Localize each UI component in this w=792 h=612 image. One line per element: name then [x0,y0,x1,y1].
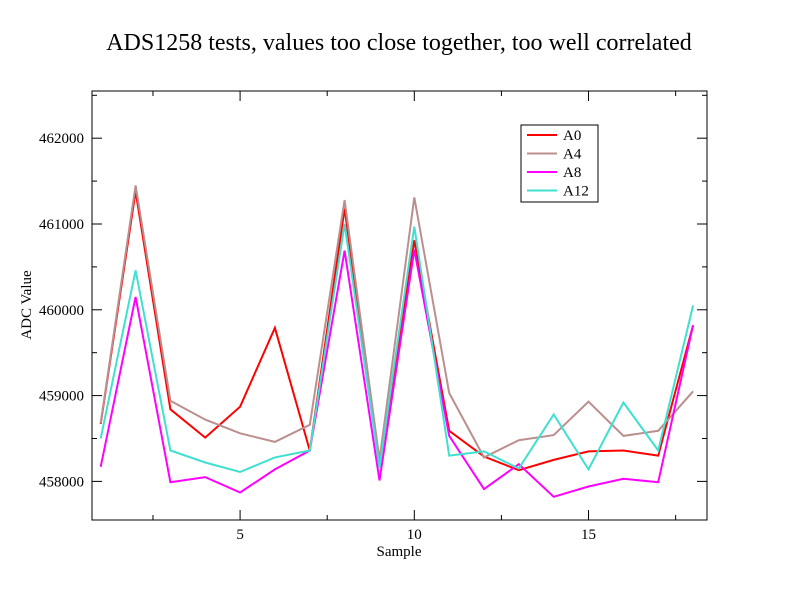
y-tick-label: 462000 [39,131,84,147]
legend-label: A0 [563,128,581,144]
y-tick-label: 460000 [39,303,84,319]
x-tick-label: 5 [236,527,244,543]
y-axis-label: ADC Value [19,270,35,340]
legend: A0 A4 A8 A12 [520,124,599,203]
legend-label: A4 [563,147,582,163]
y-tick-label: 461000 [39,217,84,233]
series-layer [99,185,695,498]
y-tick-label: 458000 [39,474,84,490]
x-tick-label: 10 [407,527,422,543]
legend-box [520,124,599,203]
legend-label: A12 [563,184,589,200]
legend-label: A8 [563,165,581,181]
series-line-a8 [99,249,695,498]
y-tick-label: 459000 [39,389,84,405]
plot-frame [91,90,708,521]
axis-ticks: 458000 459000 460000 461000 462000 5 10 15 [39,91,707,543]
chart-title: ADS1258 tests, values too close together… [106,30,692,56]
x-axis-label: Sample [377,544,422,560]
x-tick-label: 15 [581,527,596,543]
series-line-a4 [99,185,694,461]
series-line-a12 [99,223,695,474]
